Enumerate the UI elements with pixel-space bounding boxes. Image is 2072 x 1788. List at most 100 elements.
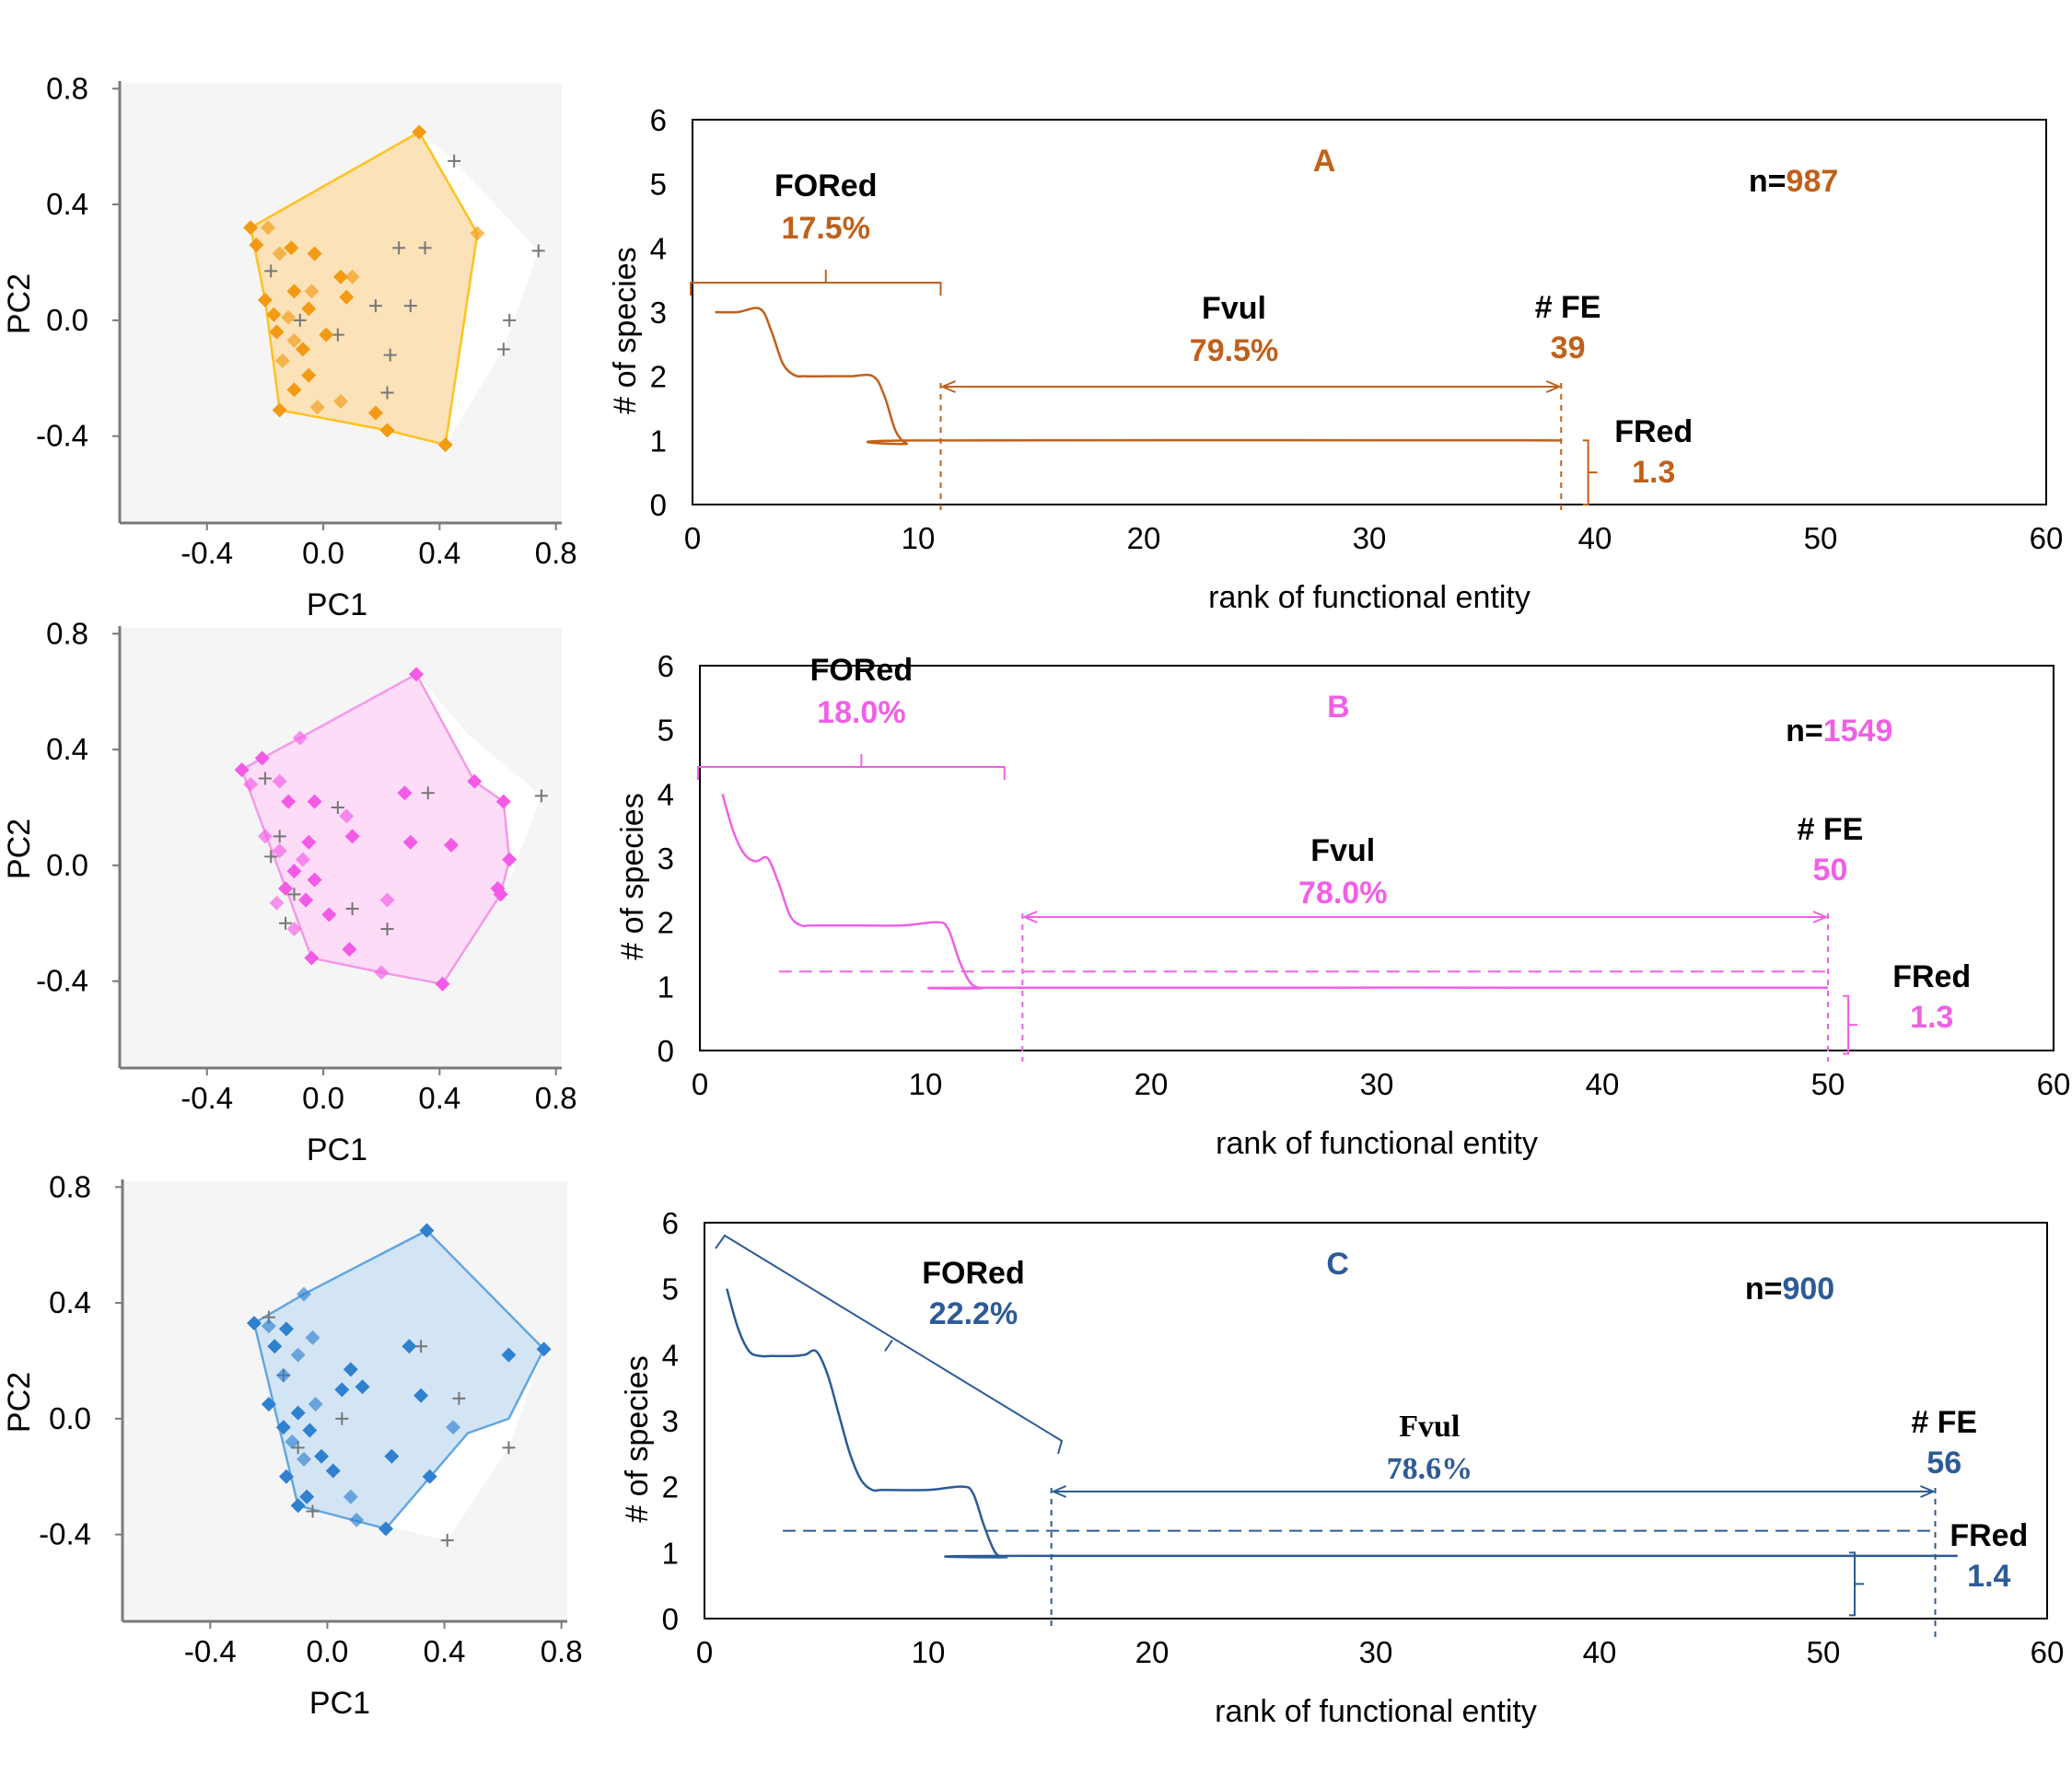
pca-y-tick-label: 0.0 [49,1401,91,1435]
n-label-prefix: n= [1745,1271,1783,1306]
pca-plus-point [414,1340,428,1353]
rank-x-tick-label: 20 [1127,521,1161,555]
rank-x-tick-label: 10 [912,1635,946,1669]
pca-point [286,284,302,299]
pca-point [246,1316,262,1331]
fe-value: 39 [1551,331,1586,366]
pca-point [435,976,450,992]
pca-y-tick-label: -0.4 [36,964,88,998]
pca-y-tick-label: 0.0 [46,848,88,882]
rank-y-tick-label: 4 [662,1338,679,1372]
pca-y-tick-label: 0.0 [46,303,88,337]
fred-brace [1582,439,1598,505]
pca-x-tick-label: 0.8 [535,1081,577,1115]
pca-point [309,400,325,415]
pca-y-tick-label: 0.8 [46,616,88,650]
species-curve [721,793,1829,990]
pca-point [444,837,459,853]
rank-x-tick-label: 10 [909,1067,943,1101]
pca-point [290,1347,306,1363]
pca-plus-point [452,1391,466,1405]
pca-plus-point [380,386,394,400]
pca-point [333,269,348,284]
pca-plus-point [258,772,272,785]
pca-point [269,324,285,340]
pca-x-tick-label: 0.4 [418,1081,460,1115]
pca-y-axis-label: PC2 [2,819,37,879]
pca-point [344,269,360,284]
pca-plus-point [496,343,510,356]
fred-label: FRed [1614,414,1693,449]
pca-point [275,1420,291,1435]
species-curve [715,307,1562,446]
rank-plot-frame [704,1222,2048,1620]
rank-x-tick-label: 60 [2031,1635,2065,1669]
pca-point [378,1521,393,1537]
pca-plus-point [502,1441,516,1455]
pca-y-axis-label: PC2 [2,1372,37,1433]
rank-y-tick-label: 0 [658,1034,674,1068]
pca-plus-point [392,241,406,255]
pca-y-tick-label: 0.4 [49,1285,91,1319]
pca-point [334,1382,350,1398]
pca-plus-point [273,830,286,843]
pca-plus-point [421,786,435,800]
fred-value: 1.4 [1967,1559,2010,1594]
pca-point [339,808,355,824]
fe-label: # FE [1911,1405,1977,1440]
pca-point [325,1463,341,1479]
fvul-label: Fvul [1310,833,1375,868]
n-label: n=1549 [1786,714,1892,749]
pca-point [307,872,322,888]
panel-letter: C [1326,1247,1349,1282]
rank-y-tick-label: 1 [650,424,667,458]
n-value: 987 [1787,164,1839,199]
pca-point [333,393,348,409]
pca-point [261,1397,276,1412]
pca-point [249,238,264,253]
pca-x-tick-label: 0.4 [424,1634,466,1668]
fvul-arrow-head-left [1051,1485,1067,1498]
pca-point [305,1329,320,1345]
pca-point [402,1339,417,1354]
pca-point [301,301,317,317]
rank-x-tick-label: 40 [1578,521,1612,555]
pca-point [419,1223,435,1238]
n-value: 900 [1782,1271,1834,1306]
pca-point [402,834,418,850]
rank-x-axis-label: rank of functional entity [1208,580,1531,615]
pca-plus-point [534,789,548,803]
fred-value: 1.3 [1632,455,1675,490]
fvul-value: 78.0% [1298,876,1387,911]
fvul-arrow-head-right [1812,911,1829,923]
n-label: n=987 [1749,164,1838,199]
pca-point [295,342,310,357]
pca-point [286,382,302,398]
fvul-label: Fvul [1399,1410,1460,1444]
pca-plus-point [287,888,301,901]
pca-point [490,881,506,897]
pca-point [286,922,302,937]
panel-letter: A [1313,144,1336,179]
rank-x-tick-label: 30 [1360,1067,1394,1101]
rank-y-axis-label: # of species [608,247,643,413]
fored-bracket [715,1234,1064,1455]
rank-y-tick-label: 3 [650,296,667,330]
pca-point [321,907,337,923]
pca-point [384,1448,400,1464]
fored-value: 18.0% [817,695,905,730]
fred-brace [1849,1551,1865,1617]
pca-y-tick-label: 0.4 [46,732,88,766]
fvul-arrow-head-right [1920,1485,1937,1498]
rank-y-axis-label: # of species [620,1355,655,1522]
pca-plus-point [440,1533,454,1547]
pca-point [272,246,287,261]
pca-point [266,307,282,322]
pca-point [261,220,276,236]
pca-plus-point [380,923,394,936]
pca-point [304,284,320,299]
pca-point [355,1379,370,1395]
pca-plus-point [503,313,517,327]
fred-value: 1.3 [1910,1000,1953,1035]
pca-point [470,226,485,241]
